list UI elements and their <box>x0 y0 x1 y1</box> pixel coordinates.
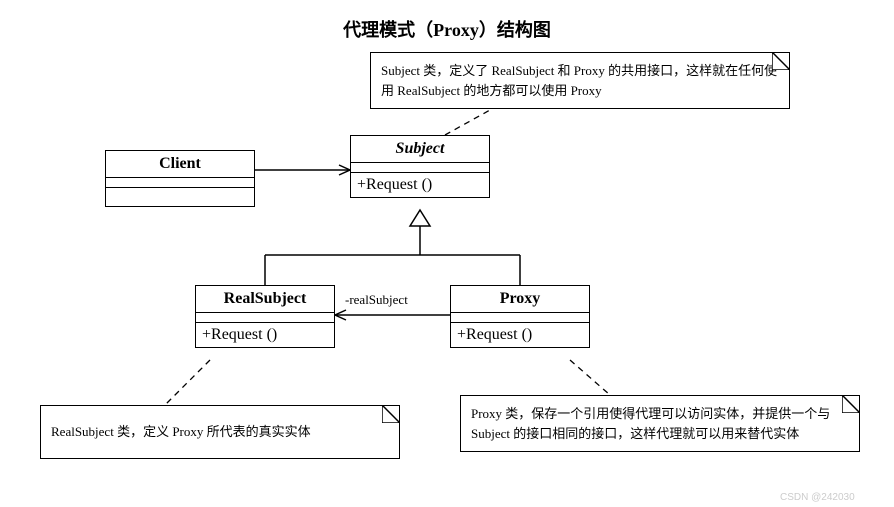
class-subject-name: Subject <box>351 136 489 163</box>
class-realsubject-ops: +Request () <box>196 323 334 347</box>
diagram-title: 代理模式（Proxy）结构图 <box>0 16 894 42</box>
watermark-text: CSDN @242030 <box>780 492 855 503</box>
class-proxy-attrs <box>451 313 589 323</box>
note-proxy: Proxy 类，保存一个引用使得代理可以访问实体，并提供一个与 Subject … <box>460 395 860 452</box>
class-proxy-ops: +Request () <box>451 323 589 347</box>
note-fold-icon <box>772 52 790 70</box>
generalization-triangle-icon <box>410 210 430 226</box>
class-client: Client <box>105 150 255 207</box>
note-subject-text: Subject 类，定义了 RealSubject 和 Proxy 的共用接口，… <box>381 63 777 98</box>
class-proxy: Proxy +Request () <box>450 285 590 348</box>
class-client-ops <box>106 188 254 206</box>
note-proxy-text: Proxy 类，保存一个引用使得代理可以访问实体，并提供一个与 Subject … <box>471 406 830 441</box>
class-subject-ops: +Request () <box>351 173 489 197</box>
class-proxy-name: Proxy <box>451 286 589 313</box>
class-client-attrs <box>106 178 254 188</box>
class-subject: Subject +Request () <box>350 135 490 198</box>
class-realsubject: RealSubject +Request () <box>195 285 335 348</box>
note-realsubject: RealSubject 类，定义 Proxy 所代表的真实实体 <box>40 405 400 459</box>
anchor-realsubject-note <box>165 360 210 405</box>
note-fold-icon <box>382 405 400 423</box>
class-subject-attrs <box>351 163 489 173</box>
anchor-proxy-note <box>570 360 610 395</box>
anchor-subject-note <box>445 110 490 135</box>
note-fold-icon <box>842 395 860 413</box>
class-realsubject-attrs <box>196 313 334 323</box>
edge-label-realsubject: -realSubject <box>345 292 408 308</box>
class-realsubject-name: RealSubject <box>196 286 334 313</box>
note-realsubject-text: RealSubject 类，定义 Proxy 所代表的真实实体 <box>51 424 311 439</box>
note-subject: Subject 类，定义了 RealSubject 和 Proxy 的共用接口，… <box>370 52 790 109</box>
class-client-name: Client <box>106 151 254 178</box>
